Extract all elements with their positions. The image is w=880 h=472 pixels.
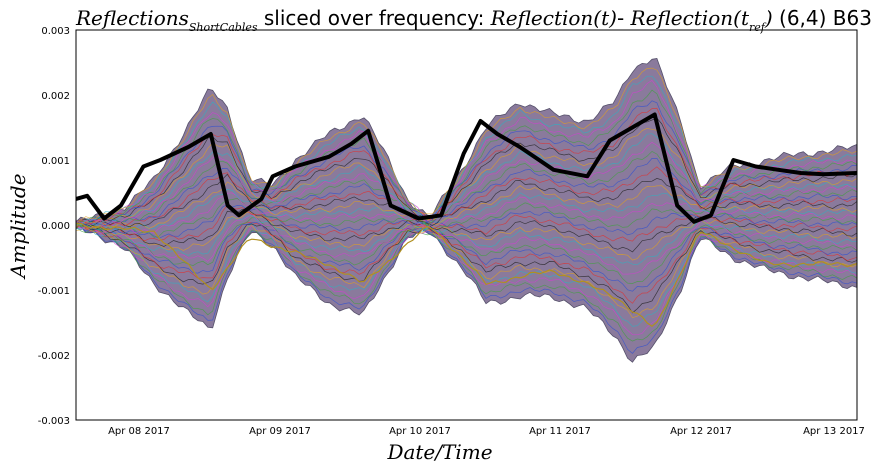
x-tick-label: Apr 11 2017 (529, 426, 591, 437)
frequency-slice-line (76, 222, 857, 327)
y-tick-label: -0.003 (38, 416, 70, 427)
frequency-slice-line (76, 181, 857, 229)
title-dash: - (616, 6, 631, 30)
frequency-slice-line (76, 157, 857, 227)
frequency-slice-line (76, 166, 857, 227)
frequency-slice-line (76, 173, 857, 228)
x-axis-label: Date/Time (387, 440, 493, 464)
y-axis: 0.003 0.002 0.001 0.000 -0.001 -0.002 -0… (38, 26, 70, 427)
x-tick-label: Apr 12 2017 (670, 426, 732, 437)
frequency-slice-line (76, 221, 857, 292)
highlight-series-line (76, 222, 857, 328)
title-expr-1: Reflection(t) (490, 6, 617, 30)
x-tick-label: Apr 13 2017 (803, 426, 865, 437)
frequency-slice-line (76, 204, 857, 242)
title-expr-2-subscript: ref (749, 21, 765, 34)
y-tick-label: 0.003 (41, 26, 70, 37)
x-tick-label: Apr 08 2017 (108, 426, 170, 437)
plot-frame (75, 29, 858, 421)
plot-area (76, 58, 857, 363)
title-mid-text: sliced over frequency: (257, 6, 491, 30)
frequency-slice-line (76, 223, 857, 314)
frequency-slice-line (76, 226, 857, 342)
y-tick-label: -0.002 (38, 351, 70, 362)
y-tick-label: -0.001 (38, 286, 70, 297)
y-tick-label: 0.000 (41, 221, 70, 232)
frequency-slice-line (76, 192, 857, 234)
y-axis-label: Amplitude (6, 173, 30, 278)
title-math-name: Reflections (76, 6, 189, 30)
frequency-slice-line (76, 141, 857, 225)
frequency-slice-line (76, 150, 857, 227)
frequency-slice-line (76, 214, 857, 266)
frequency-slice-line (76, 117, 857, 225)
title-math-subscript: ShortCables (188, 21, 258, 34)
frequency-slice-line (76, 128, 857, 228)
frequency-slice-line (76, 213, 857, 275)
frequency-slice-line (76, 224, 857, 354)
x-axis: Apr 08 2017 Apr 09 2017 Apr 10 2017 Apr … (108, 426, 865, 437)
frequency-slice-line (76, 221, 857, 304)
frequency-slice-line (76, 100, 857, 225)
y-tick-label: 0.001 (41, 156, 70, 167)
y-tick-label: 0.002 (41, 91, 70, 102)
title-expr-2: Reflection(t (630, 6, 749, 30)
band-fill (76, 58, 857, 363)
frequency-slice-line (76, 211, 857, 261)
x-tick-label: Apr 09 2017 (249, 426, 311, 437)
chart-title: ReflectionsShortCables sliced over frequ… (76, 6, 872, 34)
frequency-slice-line (76, 225, 857, 319)
bold-series-line (76, 112, 857, 224)
frequency-slice-line (76, 208, 857, 253)
frequency-slice-line (76, 197, 857, 238)
frequency-slice-line (76, 217, 857, 284)
frequency-slice-line (76, 133, 857, 226)
title-suffix: (6,4) B63 (772, 6, 872, 30)
title-expr-2-close: ) (764, 6, 773, 30)
x-tick-label: Apr 10 2017 (389, 426, 451, 437)
